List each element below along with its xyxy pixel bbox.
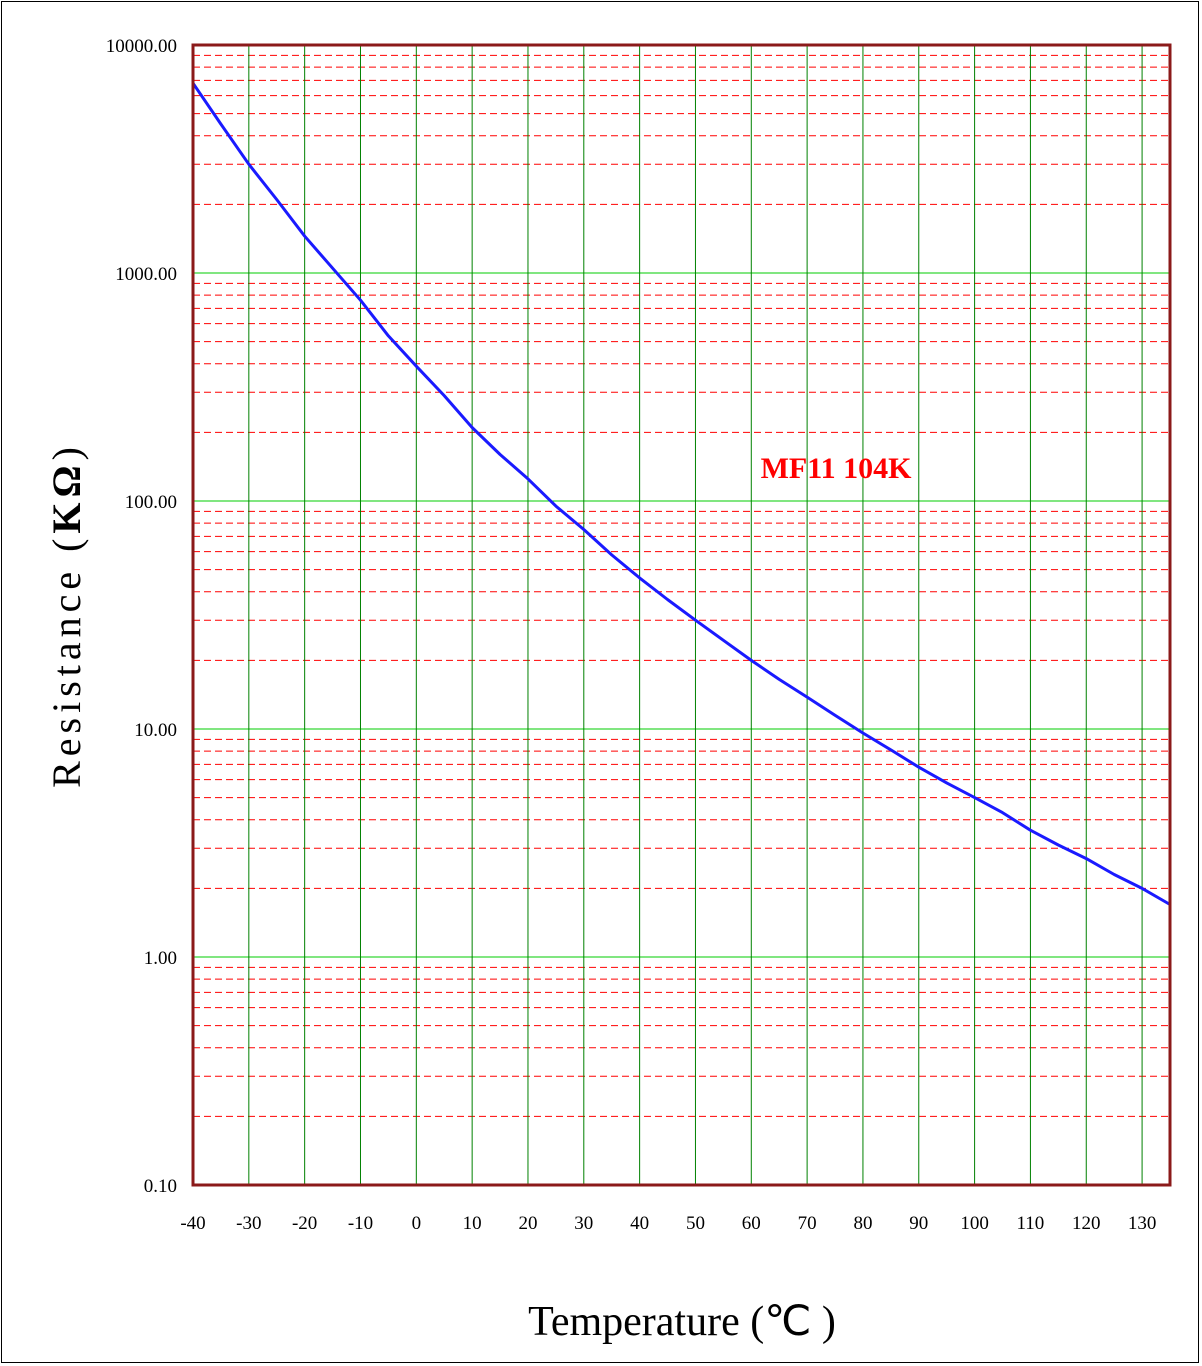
x-tick-label: 0 <box>412 1213 422 1234</box>
x-axis-label: Temperature (℃ ) <box>528 1299 836 1345</box>
x-tick-label: 90 <box>909 1213 928 1234</box>
x-tick-label: 60 <box>742 1213 761 1234</box>
x-tick-label: 80 <box>853 1213 872 1234</box>
x-tick-label: -30 <box>236 1213 261 1234</box>
y-axis-label-text: Resistance ( <box>44 534 89 788</box>
y-axis-label-unit: KΩ <box>44 460 89 533</box>
plot-area-border <box>191 43 1172 1187</box>
x-tick-label: -10 <box>348 1213 373 1234</box>
y-tick-label: 1.00 <box>144 948 177 969</box>
y-axis-label: Resistance (KΩ) <box>44 442 89 788</box>
x-tick-label: 20 <box>518 1213 537 1234</box>
y-tick-label: 0.10 <box>144 1176 177 1197</box>
resistance-curve <box>191 82 1171 906</box>
x-tick-label: 100 <box>960 1213 989 1234</box>
grid-layer <box>193 45 1170 1185</box>
x-tick-label: 10 <box>463 1213 482 1234</box>
x-tick-label: -20 <box>292 1213 317 1234</box>
y-tick-label: 100.00 <box>125 492 177 513</box>
series-annotation: MF11 104K <box>761 452 912 485</box>
x-tick-label: -40 <box>180 1213 205 1234</box>
x-tick-label: 120 <box>1072 1213 1101 1234</box>
x-tick-label: 130 <box>1128 1213 1157 1234</box>
x-tick-label: 30 <box>574 1213 593 1234</box>
x-tick-label: 50 <box>686 1213 705 1234</box>
x-tick-label: 70 <box>798 1213 817 1234</box>
x-tick-label: 40 <box>630 1213 649 1234</box>
tick-layer: -40 -30 -20 -10 0 10 20 30 40 50 60 70 80 90 100 110 120… <box>106 36 1157 1234</box>
y-tick-label: 10000.00 <box>106 36 177 57</box>
x-tick-label: 110 <box>1017 1213 1045 1234</box>
plot-layer <box>191 43 1172 1187</box>
y-tick-label: 10.00 <box>134 720 177 741</box>
y-tick-label: 1000.00 <box>115 264 177 285</box>
y-axis-label-close: ) <box>44 442 89 460</box>
